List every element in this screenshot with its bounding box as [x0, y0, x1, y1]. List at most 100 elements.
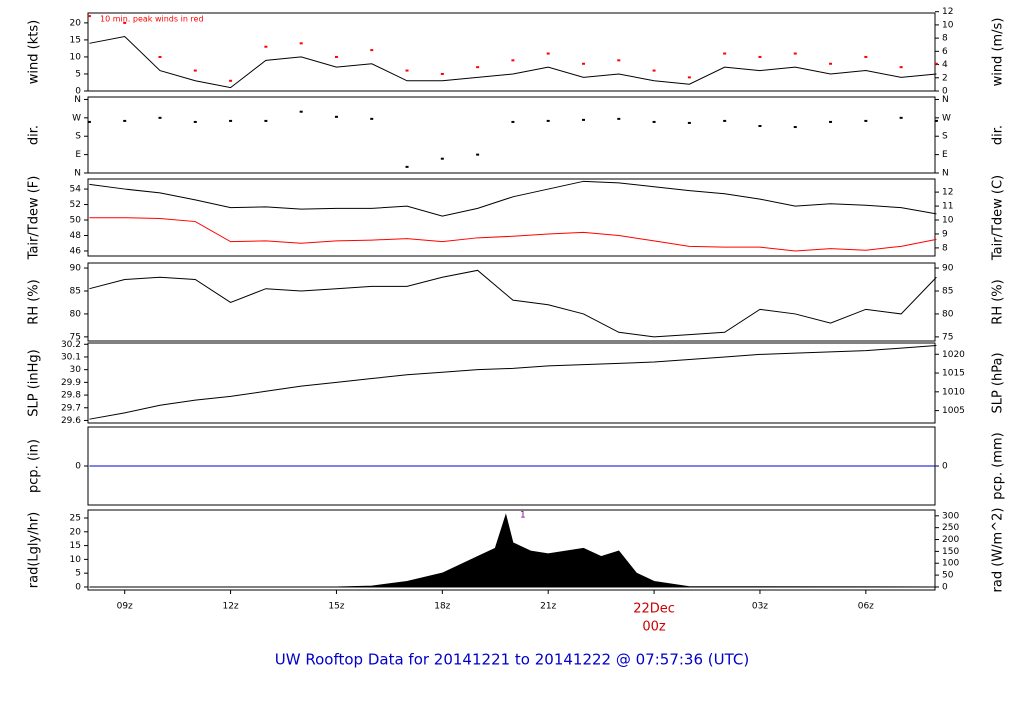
data-point — [581, 118, 585, 121]
y2-axis-label: SLP (hPa) — [991, 352, 1006, 413]
y-tick-label: 25 — [70, 514, 81, 524]
data-point — [229, 79, 233, 82]
y2-tick-label: 200 — [942, 535, 959, 545]
data-point — [723, 52, 727, 55]
data-point — [264, 119, 268, 122]
y-tick-label: 29.9 — [61, 378, 81, 388]
panel-frame — [87, 178, 936, 257]
y-tick-label: 48 — [70, 231, 82, 241]
data-point — [158, 55, 162, 58]
data-point — [334, 55, 338, 58]
line — [89, 35, 937, 89]
panel-frame — [87, 509, 936, 591]
y2-tick-label: 11 — [942, 202, 953, 212]
y-axis-label: RH (%) — [27, 279, 42, 324]
y2-tick-label: 12 — [942, 188, 953, 198]
y2-tick-label: 0 — [942, 582, 948, 592]
y2-tick-label: 10 — [942, 216, 954, 226]
data-point — [476, 66, 480, 69]
data-point — [193, 69, 197, 72]
data-point — [193, 120, 197, 123]
y2-tick-label: 6 — [942, 47, 948, 57]
data-point — [687, 76, 691, 79]
y2-tick-label: 250 — [942, 523, 959, 533]
y-tick-label: 29.7 — [61, 403, 81, 413]
y-tick-label: 20 — [70, 527, 82, 537]
data-point — [864, 119, 868, 122]
x-tick-label: 03z — [752, 602, 768, 612]
y2-tick-label: 75 — [942, 332, 953, 342]
y2-tick-label: 8 — [942, 243, 948, 253]
y2-axis-label: RH (%) — [991, 279, 1006, 324]
y-tick-label: 30.1 — [61, 352, 81, 362]
y2-axis-label: wind (m/s) — [991, 18, 1006, 87]
data-point — [123, 119, 127, 122]
data-point — [511, 59, 515, 62]
y-tick-label: 5 — [75, 569, 81, 579]
y2-tick-label: 4 — [942, 60, 948, 70]
y-tick-label: 29.6 — [61, 416, 81, 426]
y2-tick-label: 80 — [942, 309, 954, 319]
data-point — [370, 117, 374, 120]
data-point — [723, 119, 727, 122]
y2-tick-label: N — [942, 95, 949, 105]
y2-axis-label: rad (W/m^2) — [991, 508, 1006, 593]
y2-tick-label: 50 — [942, 571, 954, 581]
x-date-label: 22Dec — [633, 602, 675, 617]
data-point — [829, 62, 833, 65]
data-point — [546, 119, 550, 122]
data-point — [687, 121, 691, 124]
data-point — [87, 15, 91, 18]
y-tick-label: 52 — [70, 200, 81, 210]
y-tick-label: 15 — [70, 541, 81, 551]
y-tick-label: 5 — [75, 69, 81, 79]
y-tick-label: S — [75, 132, 81, 142]
line — [89, 180, 937, 217]
data-point — [299, 110, 303, 113]
y2-tick-label: E — [942, 150, 948, 160]
panel-frame — [87, 262, 936, 342]
y2-axis-label: Tair/Tdew (C) — [991, 175, 1006, 261]
y2-tick-label: W — [942, 113, 951, 123]
y-tick-label: 30 — [70, 365, 82, 375]
data-point — [334, 115, 338, 118]
y-tick-label: 0 — [75, 582, 81, 592]
data-point — [546, 52, 550, 55]
y2-tick-label: S — [942, 132, 948, 142]
y-tick-label: 29.8 — [61, 391, 81, 401]
line — [89, 269, 937, 338]
legend-entry: 10 min. peak winds in red — [100, 15, 204, 24]
line — [89, 345, 937, 420]
data-point — [652, 120, 656, 123]
data-point — [617, 59, 621, 62]
y2-tick-label: 10 — [942, 20, 954, 30]
x-tick-label: 09z — [117, 602, 133, 612]
data-point — [123, 21, 127, 24]
data-point — [617, 117, 621, 120]
y2-tick-label: 1010 — [942, 387, 965, 397]
data-point — [864, 55, 868, 58]
annotation: 1 — [520, 511, 526, 521]
y2-axis-label: dir. — [991, 125, 1006, 145]
x-tick-label: 18z — [434, 602, 450, 612]
data-point — [158, 116, 162, 119]
data-point — [229, 119, 233, 122]
y-axis-label: SLP (inHg) — [27, 349, 42, 417]
y2-tick-label: 2 — [942, 73, 948, 83]
y2-tick-label: 12 — [942, 7, 953, 17]
y-axis-label: dir. — [27, 125, 42, 145]
y2-tick-label: 300 — [942, 511, 959, 521]
y-axis-label: rad(Lgly/hr) — [27, 512, 42, 588]
y-tick-label: 10 — [70, 555, 82, 565]
panel-frame — [87, 12, 936, 92]
area — [89, 513, 937, 588]
y2-tick-label: 90 — [942, 264, 954, 274]
x-tick-label: 06z — [858, 602, 874, 612]
y-tick-label: E — [75, 150, 81, 160]
y-tick-label: 85 — [70, 286, 81, 296]
data-point — [899, 66, 903, 69]
y2-tick-label: N — [942, 169, 949, 179]
y-tick-label: 80 — [70, 309, 82, 319]
data-point — [934, 62, 938, 65]
data-point — [405, 69, 409, 72]
